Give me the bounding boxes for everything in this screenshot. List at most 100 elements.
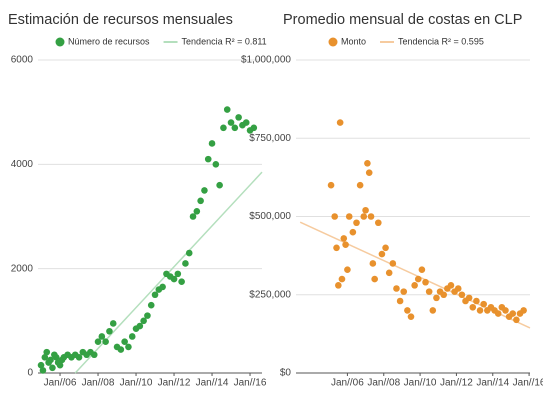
y-tick-label: $1,000,000 bbox=[241, 55, 291, 66]
point bbox=[353, 219, 360, 227]
point bbox=[465, 294, 473, 302]
point bbox=[418, 266, 426, 274]
point bbox=[414, 275, 422, 283]
point bbox=[476, 307, 484, 314]
y-tick-label: 4000 bbox=[11, 159, 34, 170]
point bbox=[360, 213, 368, 220]
point bbox=[208, 140, 216, 147]
legend-label: Número de recursos bbox=[68, 36, 150, 46]
point bbox=[422, 278, 429, 286]
point bbox=[250, 124, 258, 132]
point bbox=[469, 303, 477, 311]
point bbox=[193, 207, 201, 215]
point bbox=[327, 181, 335, 189]
legend-label: Tendencia R² = 0.595 bbox=[398, 36, 484, 46]
point bbox=[121, 338, 128, 346]
chart-title: Estimación de recursos mensuales bbox=[8, 12, 233, 28]
point bbox=[345, 213, 353, 220]
point bbox=[182, 260, 189, 267]
point bbox=[235, 114, 242, 121]
point bbox=[212, 161, 220, 168]
x-tick-label: Jan//10 bbox=[404, 378, 437, 389]
legend-label: Tendencia R² = 0.811 bbox=[182, 36, 267, 46]
point bbox=[385, 269, 393, 277]
point bbox=[204, 155, 212, 163]
point bbox=[109, 320, 117, 327]
point bbox=[201, 187, 208, 194]
point bbox=[170, 275, 178, 283]
point bbox=[342, 241, 349, 248]
y-tick-label: $0 bbox=[280, 368, 292, 379]
point bbox=[336, 119, 344, 126]
point bbox=[502, 307, 509, 314]
point bbox=[338, 275, 346, 283]
point bbox=[39, 367, 47, 374]
point bbox=[125, 343, 132, 351]
x-tick-label: Jan//08 bbox=[367, 378, 400, 389]
point bbox=[90, 351, 98, 359]
point bbox=[136, 322, 144, 330]
point bbox=[52, 354, 60, 361]
x-tick-label: Jan//06 bbox=[331, 378, 364, 389]
point bbox=[128, 333, 136, 340]
point bbox=[458, 291, 466, 299]
x-tick-label: Jan//16 bbox=[513, 378, 543, 389]
point bbox=[365, 169, 373, 176]
point bbox=[333, 244, 340, 252]
x-tick-label: Jan//14 bbox=[196, 378, 229, 389]
point bbox=[223, 106, 231, 113]
y-tick-label: $750,000 bbox=[249, 133, 291, 144]
point bbox=[369, 260, 377, 267]
y-tick-label: 2000 bbox=[11, 263, 34, 274]
point bbox=[227, 119, 235, 126]
point bbox=[473, 297, 480, 305]
point bbox=[151, 291, 159, 299]
point bbox=[197, 197, 204, 205]
point bbox=[364, 159, 371, 167]
point bbox=[117, 346, 125, 353]
point bbox=[407, 313, 415, 320]
point bbox=[242, 119, 250, 126]
point bbox=[382, 244, 389, 252]
point bbox=[429, 307, 437, 314]
point bbox=[340, 235, 348, 242]
point bbox=[231, 124, 239, 132]
point bbox=[447, 282, 455, 289]
point bbox=[147, 301, 155, 309]
x-tick-label: Jan//12 bbox=[440, 378, 473, 389]
x-tick-label: Jan//16 bbox=[234, 378, 267, 389]
legend-swatch bbox=[328, 37, 338, 47]
point bbox=[371, 275, 378, 283]
point bbox=[43, 348, 51, 356]
point bbox=[367, 213, 375, 220]
point bbox=[344, 266, 351, 274]
point bbox=[75, 354, 83, 361]
y-tick-label: 0 bbox=[27, 368, 33, 379]
point bbox=[220, 124, 227, 132]
point bbox=[159, 283, 166, 291]
point bbox=[480, 300, 487, 308]
chart-title: Promedio mensual de costas en CLP bbox=[283, 12, 522, 28]
y-tick-label: $250,000 bbox=[249, 289, 291, 300]
x-tick-label: Jan//08 bbox=[82, 378, 115, 389]
legend-swatch bbox=[55, 37, 65, 47]
point bbox=[37, 361, 45, 369]
point bbox=[404, 307, 411, 314]
point bbox=[374, 219, 382, 227]
point bbox=[178, 278, 185, 286]
point bbox=[41, 354, 49, 361]
point bbox=[106, 327, 113, 335]
x-tick-label: Jan//12 bbox=[158, 378, 191, 389]
point bbox=[396, 297, 404, 305]
point bbox=[144, 312, 151, 319]
point bbox=[513, 316, 520, 324]
point bbox=[174, 270, 182, 278]
legend-label: Monto bbox=[341, 36, 366, 46]
x-tick-label: Jan//06 bbox=[44, 378, 77, 389]
point bbox=[102, 338, 109, 346]
point bbox=[389, 260, 397, 267]
point bbox=[98, 333, 106, 340]
point bbox=[520, 307, 527, 314]
point bbox=[440, 291, 448, 299]
